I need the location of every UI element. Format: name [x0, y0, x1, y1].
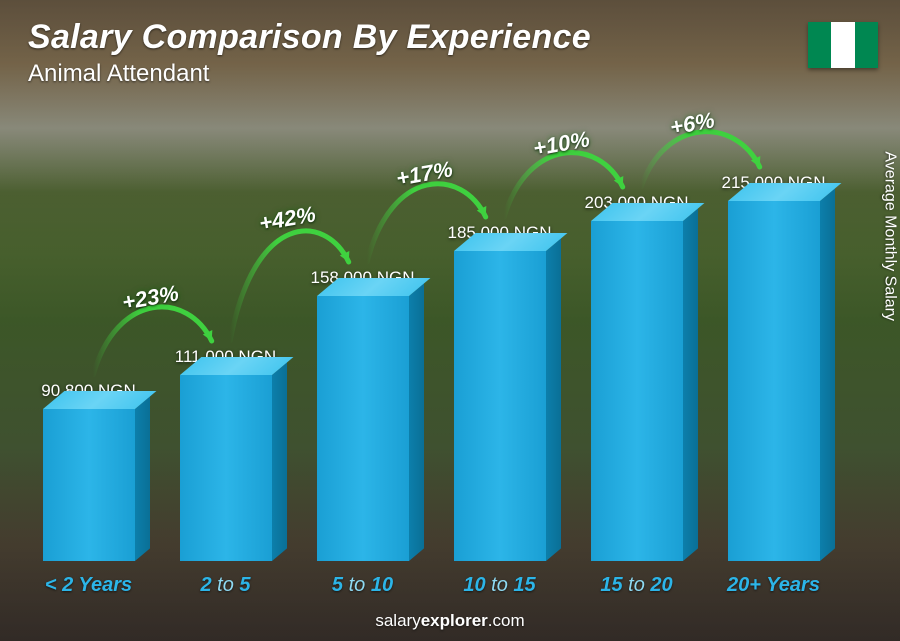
bar-3d — [43, 409, 135, 561]
x-label-2: 5 to 10 — [294, 574, 431, 597]
bar-side — [272, 362, 287, 561]
chart-stage: Salary Comparison By Experience Animal A… — [0, 0, 900, 641]
bar-front — [317, 296, 409, 561]
bar-4: 203,000 NGN — [568, 100, 705, 561]
bar-0: 90,800 NGN — [20, 100, 157, 561]
x-axis: < 2 Years2 to 55 to 1010 to 1515 to 2020… — [20, 574, 842, 597]
bar-side — [820, 188, 835, 561]
bar-front — [43, 409, 135, 561]
bar-side — [546, 238, 561, 561]
bar-3d — [180, 375, 272, 561]
bar-side — [683, 208, 698, 561]
country-flag-nigeria — [808, 22, 878, 68]
y-axis-label: Average Monthly Salary — [881, 151, 899, 321]
bar-3d — [591, 221, 683, 561]
chart-subtitle: Animal Attendant — [28, 60, 209, 88]
chart-area: 90,800 NGN111,000 NGN158,000 NGN185,000 … — [20, 100, 842, 561]
bar-3d — [728, 201, 820, 561]
footer-attribution: salaryexplorer.com — [0, 611, 900, 631]
bar-3d — [317, 296, 409, 561]
flag-stripe-mid — [831, 22, 854, 68]
flag-stripe-left — [808, 22, 831, 68]
bar-side — [135, 396, 150, 561]
x-label-3: 10 to 15 — [431, 574, 568, 597]
bar-3d — [454, 251, 546, 561]
bar-front — [180, 375, 272, 561]
bar-1: 111,000 NGN — [157, 100, 294, 561]
x-label-1: 2 to 5 — [157, 574, 294, 597]
chart-title: Salary Comparison By Experience — [28, 18, 591, 57]
x-label-4: 15 to 20 — [568, 574, 705, 597]
footer-suffix: explorer — [421, 611, 488, 630]
x-label-0: < 2 Years — [20, 574, 157, 597]
footer-domain: .com — [488, 611, 525, 630]
bar-front — [454, 251, 546, 561]
bar-5: 215,000 NGN — [705, 100, 842, 561]
bar-front — [591, 221, 683, 561]
footer-prefix: salary — [375, 611, 420, 630]
bar-front — [728, 201, 820, 561]
flag-stripe-right — [855, 22, 878, 68]
bar-side — [409, 283, 424, 561]
x-label-5: 20+ Years — [705, 574, 842, 597]
